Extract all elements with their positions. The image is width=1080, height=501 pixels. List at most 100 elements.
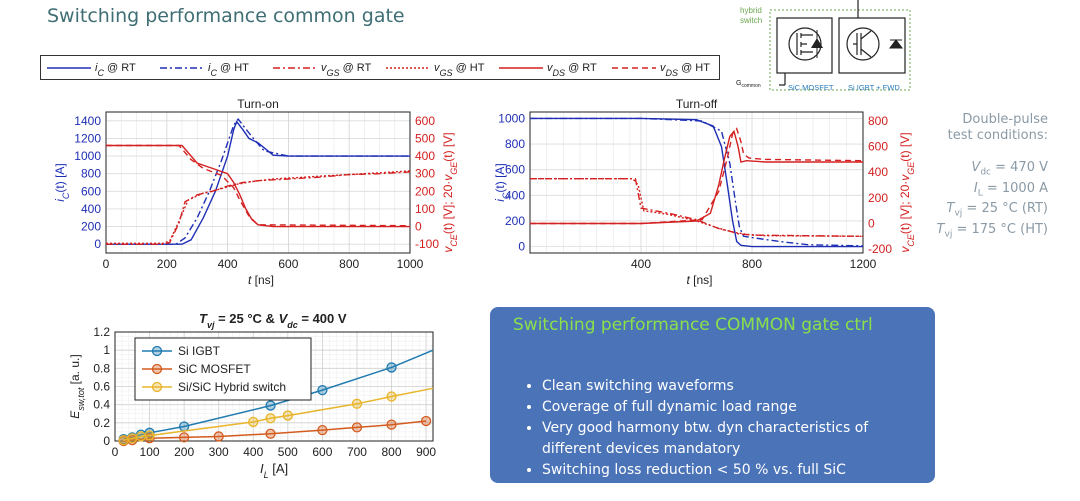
y-left-tick-label: 200 — [505, 214, 525, 228]
data-point — [118, 434, 129, 446]
igbt-label: Si IGBT + FWD — [848, 83, 900, 92]
y-right-tick-label: -200 — [868, 242, 892, 256]
x-tick-label: 200 — [157, 257, 177, 271]
x-tick-label: 400 — [218, 257, 238, 271]
x-axis-label: t [ns] — [248, 273, 274, 287]
y-left-tick-label: 800 — [81, 167, 101, 181]
data-point — [127, 433, 138, 444]
data-point — [248, 416, 259, 428]
series-line — [106, 120, 410, 245]
y-right-tick-label: 200 — [868, 191, 888, 205]
y-left-tick-label: 200 — [81, 220, 101, 234]
waveform-legend: iC @ RT iC @ HT vGS @ RT vGS @ HT vDS @ RT vD… — [40, 55, 720, 80]
series-line — [106, 117, 410, 245]
data-point — [265, 413, 276, 424]
data-point — [265, 400, 276, 411]
x-tick-label: 800 — [382, 445, 402, 459]
conditions-heading-1: Double-pulse — [962, 112, 1048, 127]
hybrid-label: hybrid — [740, 6, 762, 15]
condition-il: IL = 1000 A — [973, 180, 1048, 199]
x-tick-label: 800 — [742, 257, 762, 271]
y-right-axis-label: vCE(t) [V]; 20·vGE(t) [V] — [898, 132, 916, 252]
y-left-tick-label: 1000 — [498, 111, 525, 125]
y-right-tick-label: 500 — [415, 131, 435, 145]
turn-on-chart: 0 200 400 600 800 100002004006008001000120014… — [53, 97, 459, 287]
callout-bullet: Coverage of full dynamic load range — [542, 397, 927, 418]
y-tick-label: 0.2 — [93, 416, 110, 430]
series-line — [530, 129, 863, 225]
y-left-axis-label: iC(t) [A] — [493, 163, 511, 202]
series-line — [106, 144, 411, 227]
y-left-tick-label: 1400 — [74, 114, 101, 128]
hybrid-switch-boundary — [769, 9, 911, 91]
data-point — [135, 431, 147, 442]
data-point — [317, 384, 328, 396]
y-tick-label: 0.4 — [93, 398, 110, 412]
mosfet-label: SiC MOSFET — [788, 83, 834, 92]
condition-tvj-ht: Tvj = 175 °C (HT) — [936, 221, 1048, 240]
y-left-tick-label: 400 — [505, 188, 525, 202]
data-point — [386, 362, 397, 373]
y-right-tick-label: 300 — [415, 167, 435, 181]
plot-frame — [105, 111, 411, 254]
x-tick-label: 600 — [278, 257, 298, 271]
data-point — [178, 421, 190, 432]
callout-heading: Switching performance COMMON gate ctrl — [513, 315, 873, 335]
legend-marker — [151, 363, 163, 375]
series-line — [530, 117, 863, 248]
y-right-tick-label: 0 — [415, 220, 422, 234]
legend-marker — [151, 345, 163, 357]
y-left-tick-label: 1200 — [74, 131, 101, 145]
x-tick-label: 100 — [140, 445, 160, 459]
condition-vdc: Vdc = 470 V — [971, 160, 1048, 178]
data-point — [386, 391, 397, 402]
x-tick-label: 400 — [631, 257, 651, 271]
y-tick-label: 1.2 — [93, 325, 110, 339]
y-tick-label: 0.8 — [93, 361, 110, 375]
data-point — [265, 428, 276, 439]
series-line — [123, 387, 434, 441]
y-left-axis-label: iC(t) [A] — [53, 163, 71, 202]
energy-legend: Si IGBT SiC MOSFET Si/SiC Hybrid switch — [134, 337, 312, 401]
series-line — [530, 178, 864, 237]
test-conditions: Double-pulse test conditions: Vdc = 470 … — [930, 112, 1048, 242]
gate-label: Gcommon — [736, 80, 761, 89]
data-point — [386, 419, 397, 430]
data-point — [213, 431, 224, 442]
callout-bullet: Switching loss reduction < 50 % vs. full… — [542, 460, 927, 481]
x-tick-label: 700 — [347, 445, 367, 459]
y-axis-label: Esw,tot [a. u.] — [68, 354, 86, 418]
legend-label: iC @ RT — [95, 62, 136, 78]
y-right-tick-label: 800 — [868, 114, 888, 128]
y-right-tick-label: -100 — [415, 237, 439, 251]
y-left-tick-label: 0 — [94, 237, 101, 251]
page-title: Switching performance common gate — [47, 5, 405, 27]
legend-label: iC @ HT — [208, 62, 249, 78]
y-right-tick-label: 100 — [415, 202, 435, 216]
y-left-tick-label: 0 — [518, 240, 525, 254]
callout-bullets: Clean switching waveforms Coverage of fu… — [520, 376, 927, 481]
y-left-tick-label: 600 — [81, 184, 101, 198]
mosfet-symbol — [788, 27, 822, 61]
legend-label: vDS @ RT — [547, 62, 597, 78]
series-line — [106, 170, 411, 244]
y-left-tick-label: 800 — [505, 137, 525, 151]
y-right-axis-label: vCE(t) [V]; 20·vGE(t) [V] — [441, 132, 459, 252]
condition-tvj-rt: Tvj = 25 °C (RT) — [946, 201, 1049, 219]
x-tick-label: 800 — [339, 257, 359, 271]
x-tick-label: 0 — [103, 257, 110, 271]
x-axis-label: t [ns] — [687, 273, 713, 287]
y-right-tick-label: 0 — [868, 217, 875, 231]
data-point — [144, 430, 155, 441]
turn-off-chart: 400 800 1200 0 200 400 600 800 1000 -200 0 200 400 60… — [493, 97, 916, 287]
x-tick-label: 400 — [243, 445, 263, 459]
legend-label: vDS @ HT — [660, 62, 710, 78]
series-line — [106, 171, 411, 245]
y-tick-label: 1 — [103, 343, 110, 357]
energy-chart: 0 100 200 300 400 500 600 700 800 900 0 0.2 0.4 0.6 0.… — [68, 311, 436, 480]
x-axis-label: IL [A] — [260, 461, 288, 480]
x-tick-label: 200 — [174, 445, 194, 459]
x-tick-label: 600 — [312, 445, 332, 459]
series-line — [530, 127, 864, 225]
data-point — [351, 422, 363, 433]
